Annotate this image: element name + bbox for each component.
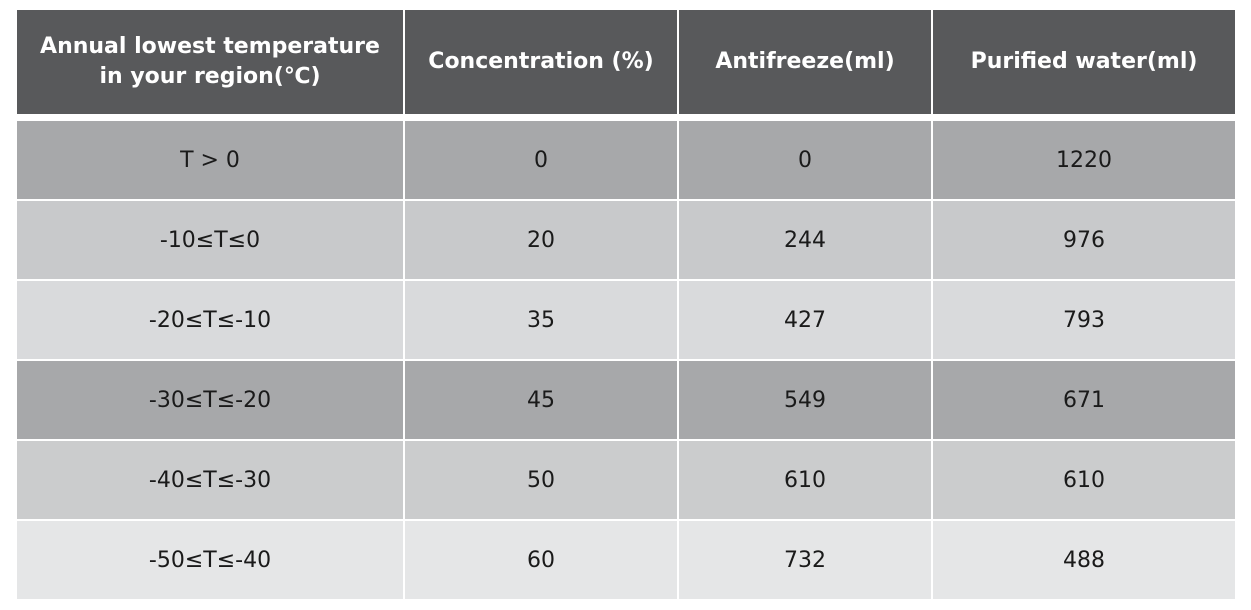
cell-temperature: T > 0 bbox=[17, 121, 405, 201]
table-row: -30≤T≤-20 45 549 671 bbox=[17, 360, 1235, 441]
cell-temperature: -50≤T≤-40 bbox=[17, 520, 405, 601]
table-header: Annual lowest temperature in your region… bbox=[17, 10, 1235, 114]
cell-purified-water: 488 bbox=[932, 520, 1235, 601]
cell-concentration: 35 bbox=[404, 280, 679, 361]
cell-concentration: 60 bbox=[404, 520, 679, 601]
header-concentration: Concentration (%) bbox=[404, 10, 679, 114]
header-temperature: Annual lowest temperature in your region… bbox=[17, 10, 405, 114]
cell-purified-water: 610 bbox=[932, 440, 1235, 521]
cell-antifreeze: 244 bbox=[678, 200, 933, 281]
cell-antifreeze: 732 bbox=[678, 520, 933, 601]
table-row: -10≤T≤0 20 244 976 bbox=[17, 200, 1235, 281]
header-row: Annual lowest temperature in your region… bbox=[17, 10, 1235, 114]
cell-purified-water: 1220 bbox=[932, 121, 1235, 201]
cell-concentration: 50 bbox=[404, 440, 679, 521]
cell-temperature: -30≤T≤-20 bbox=[17, 360, 405, 441]
cell-temperature: -10≤T≤0 bbox=[17, 200, 405, 281]
cell-antifreeze: 0 bbox=[678, 121, 933, 201]
cell-purified-water: 793 bbox=[932, 280, 1235, 361]
table-row: T > 0 0 0 1220 bbox=[17, 121, 1235, 201]
cell-antifreeze: 610 bbox=[678, 440, 933, 521]
table-row: -20≤T≤-10 35 427 793 bbox=[17, 280, 1235, 361]
header-gap bbox=[17, 114, 1235, 121]
header-purified-water: Purified water(ml) bbox=[932, 10, 1235, 114]
cell-antifreeze: 427 bbox=[678, 280, 933, 361]
cell-antifreeze: 549 bbox=[678, 360, 933, 441]
table-row: -50≤T≤-40 60 732 488 bbox=[17, 520, 1235, 601]
antifreeze-mixing-table: Annual lowest temperature in your region… bbox=[17, 10, 1235, 601]
table-row: -40≤T≤-30 50 610 610 bbox=[17, 440, 1235, 521]
header-antifreeze: Antifreeze(ml) bbox=[678, 10, 933, 114]
cell-purified-water: 671 bbox=[932, 360, 1235, 441]
cell-purified-water: 976 bbox=[932, 200, 1235, 281]
cell-concentration: 45 bbox=[404, 360, 679, 441]
cell-temperature: -20≤T≤-10 bbox=[17, 280, 405, 361]
cell-concentration: 0 bbox=[404, 121, 679, 201]
cell-temperature: -40≤T≤-30 bbox=[17, 440, 405, 521]
antifreeze-table-container: Annual lowest temperature in your region… bbox=[17, 10, 1235, 601]
table-body: T > 0 0 0 1220 -10≤T≤0 20 244 976 -20≤T≤… bbox=[17, 121, 1235, 601]
cell-concentration: 20 bbox=[404, 200, 679, 281]
